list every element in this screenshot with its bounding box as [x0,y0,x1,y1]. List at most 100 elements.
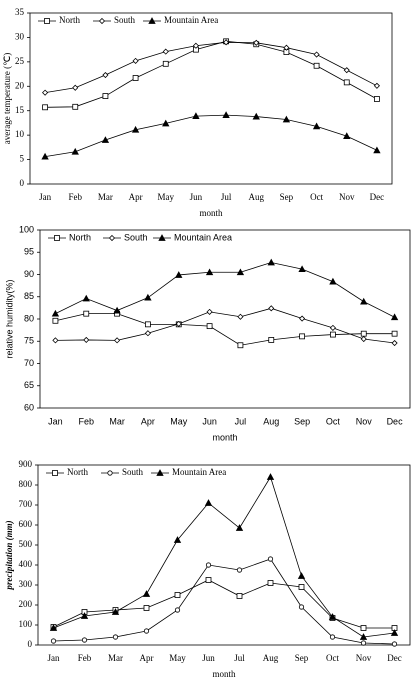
marker [236,268,245,276]
y-axis-label: average temperature (℃) [2,53,12,145]
x-tick-label: Sep [280,192,294,202]
y-tick-label: 90 [24,269,34,279]
marker [313,62,320,69]
marker [206,323,213,330]
marker [360,640,367,646]
x-tick-label: Jun [190,192,203,202]
marker [282,115,291,123]
x-tick-label: Sep [295,653,309,663]
series-line [55,313,395,346]
y-tick-label: 100 [19,224,34,234]
legend-label: North [67,467,88,477]
marker [299,333,305,340]
y-tick-label: 70 [24,358,34,368]
y-tick-label: 900 [19,459,33,469]
marker [343,79,350,86]
y-tick-label: 95 [24,247,34,257]
legend-label: Mountain Area [174,232,232,242]
plot-frame [29,12,393,185]
marker [374,96,380,102]
marker [268,337,275,343]
marker [175,271,183,278]
y-tick-label: 20 [15,80,25,90]
marker [143,605,150,611]
x-tick-label: Feb [78,416,94,426]
marker [328,613,337,620]
y-tick-label: 0 [20,178,25,188]
legend-marker [98,17,106,25]
marker [268,305,275,312]
x-tick-label: Sep [294,416,310,426]
y-tick-label: 25 [15,56,25,66]
y-tick-label: 300 [19,579,33,589]
x-tick-label: Nov [356,653,372,663]
y-tick-label: 500 [19,539,33,549]
y-tick-label: 0 [28,639,33,649]
x-tick-label: Dec [387,416,404,426]
x-tick-label: Apr [129,192,143,202]
marker [204,499,213,506]
marker [329,324,336,331]
marker [236,567,243,573]
y-tick-label: 700 [19,499,33,509]
marker [83,310,90,317]
marker [175,320,182,327]
marker [114,337,121,344]
series-line [53,558,395,645]
marker [373,146,381,154]
x-tick-label: Apr [140,653,154,663]
marker [205,577,212,583]
marker [143,628,150,634]
x-axis-label: month [212,669,236,679]
marker [72,103,79,110]
marker [329,277,337,285]
marker [391,330,398,337]
marker [267,556,274,562]
series-line [55,262,395,318]
marker [205,562,212,568]
y-tick-label: 800 [19,479,33,489]
marker [192,112,200,119]
y-tick-label: 15 [15,105,25,115]
x-tick-label: Oct [310,192,323,202]
legend-marker [107,470,113,476]
legend-marker [54,235,60,241]
y-axis-label: precipitation (mm) [4,520,14,590]
series-line [45,40,378,108]
legend-marker [156,469,164,476]
x-tick-label: Apr [141,416,155,426]
x-tick-label: Aug [249,192,265,202]
x-tick-label: Mar [98,192,113,202]
marker [222,111,230,119]
x-tick-label: Dec [370,192,385,202]
marker [267,258,275,266]
plot-frame [39,229,411,409]
marker [252,112,260,120]
y-tick-label: 400 [19,559,33,569]
y-tick-label: 10 [15,129,25,139]
y-tick-label: 35 [15,7,25,17]
marker [132,57,139,64]
marker [101,136,110,143]
series-line [53,579,395,629]
x-tick-label: Nov [356,416,373,426]
marker [205,268,214,276]
marker [298,604,305,610]
chart: 0 5 10 15 20 25 30 35 Jan Feb Mar Apr May Jun Jul Aug Se… [2,7,393,218]
legend-label: South [114,15,136,25]
x-tick-label: Jul [221,192,232,202]
marker [81,637,88,643]
marker [131,125,140,133]
series-line [45,41,378,94]
marker [283,44,290,51]
marker [360,330,367,337]
marker [297,572,306,579]
x-axis-label: month [212,432,237,442]
marker [391,641,398,647]
legend-label: Mountain Area [164,15,218,25]
y-tick-label: 75 [24,336,34,346]
legend-label: South [122,467,144,477]
x-tick-label: Dec [387,653,402,663]
x-tick-label: Aug [263,416,279,426]
marker [52,337,59,344]
